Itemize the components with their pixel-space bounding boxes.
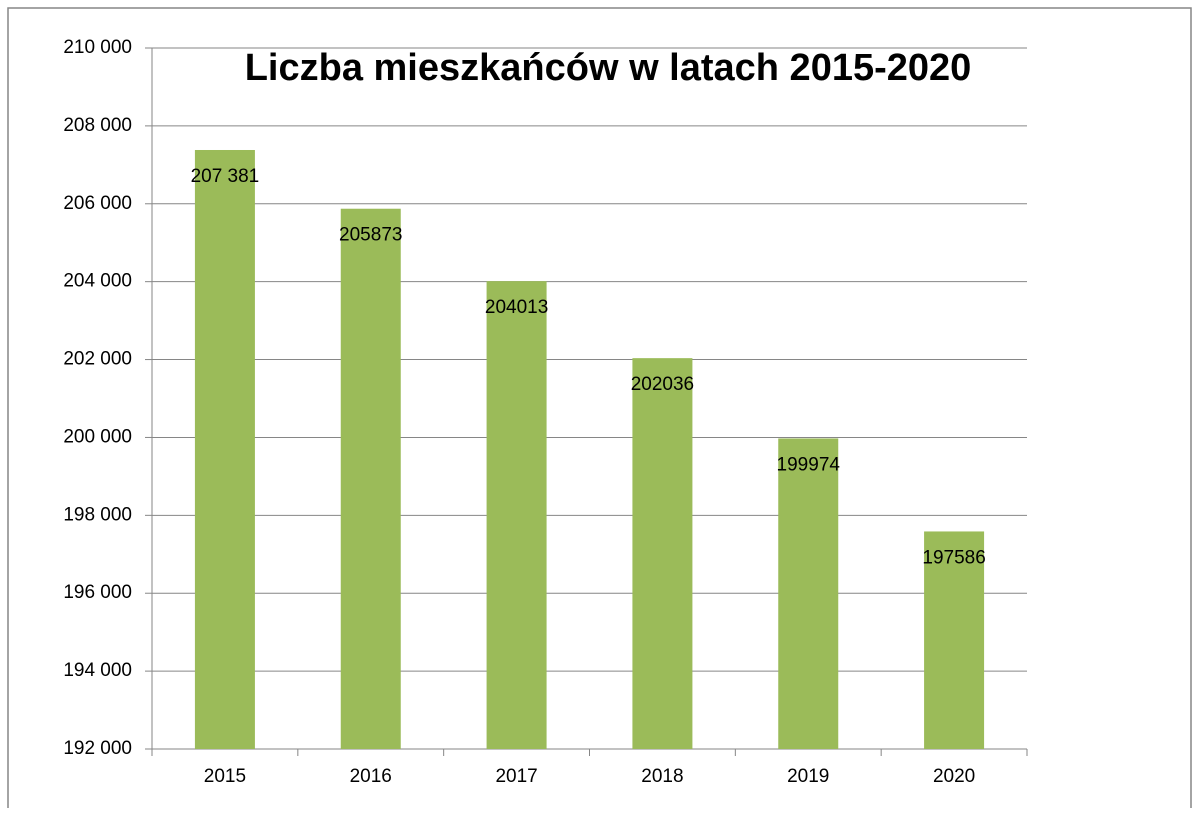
y-tick-label: 208 000: [63, 115, 132, 136]
chart-title: Liczba mieszkańców w latach 2015-2020: [245, 47, 972, 89]
x-tick-label: 2020: [933, 766, 975, 787]
data-label: 207 381: [191, 166, 260, 187]
data-label: 197586: [922, 547, 985, 568]
data-label: 205873: [339, 225, 402, 246]
y-tick-label: 200 000: [63, 426, 132, 447]
x-tick-label: 2017: [495, 766, 537, 787]
y-tick-label: 202 000: [63, 349, 132, 370]
bar: [924, 531, 985, 749]
y-tick-label: 196 000: [63, 582, 132, 603]
bar: [194, 149, 255, 750]
y-tick-label: 198 000: [63, 504, 132, 525]
x-tick-label: 2015: [204, 766, 246, 787]
x-tick-label: 2016: [350, 766, 392, 787]
data-label: 202036: [631, 374, 694, 395]
y-tick-label: 192 000: [63, 738, 132, 759]
y-tick-label: 204 000: [63, 271, 132, 292]
data-label: 199974: [777, 454, 841, 475]
data-label: 204013: [485, 297, 548, 318]
x-tick-label: 2018: [641, 766, 683, 787]
bar: [632, 358, 693, 749]
y-tick-label: 194 000: [63, 660, 132, 681]
y-tick-label: 206 000: [63, 193, 132, 214]
y-tick-label: 210 000: [63, 37, 132, 58]
bar: [340, 208, 401, 749]
bar: [486, 281, 547, 749]
bar: [778, 438, 839, 749]
chart-border: [7, 7, 1192, 813]
x-tick-label: 2019: [787, 766, 829, 787]
